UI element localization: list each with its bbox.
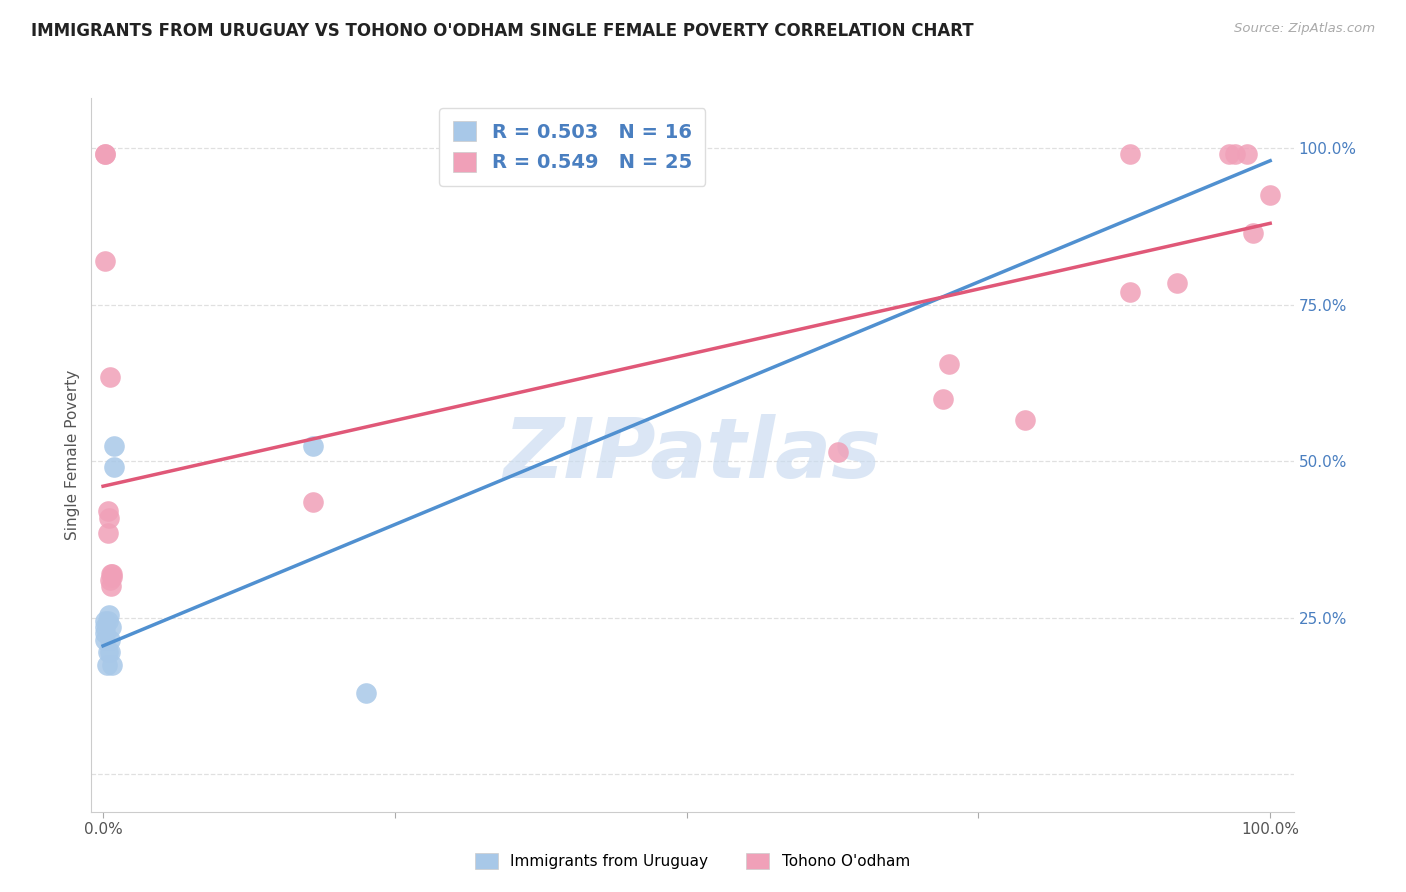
Text: IMMIGRANTS FROM URUGUAY VS TOHONO O'ODHAM SINGLE FEMALE POVERTY CORRELATION CHAR: IMMIGRANTS FROM URUGUAY VS TOHONO O'ODHA…	[31, 22, 973, 40]
Point	[98, 573, 121, 587]
Point	[94, 147, 117, 161]
Point	[1119, 147, 1142, 161]
Point	[101, 566, 124, 581]
Point	[1218, 147, 1240, 161]
Point	[101, 570, 124, 584]
Point	[97, 614, 120, 628]
Point	[96, 657, 118, 672]
Point	[932, 392, 955, 406]
Point	[97, 607, 120, 622]
Point	[354, 686, 377, 700]
Point	[98, 632, 121, 647]
Point	[302, 495, 325, 509]
Point	[97, 526, 120, 541]
Text: Source: ZipAtlas.com: Source: ZipAtlas.com	[1234, 22, 1375, 36]
Point	[103, 460, 125, 475]
Point	[827, 444, 849, 458]
Point	[101, 657, 124, 672]
Text: ZIPatlas: ZIPatlas	[503, 415, 882, 495]
Point	[97, 504, 120, 518]
Point	[97, 645, 120, 659]
Point	[1258, 188, 1281, 202]
Point	[97, 510, 120, 524]
Point	[98, 645, 121, 659]
Point	[100, 579, 122, 593]
Point	[94, 626, 117, 640]
Point	[1014, 413, 1036, 427]
Point	[1236, 147, 1258, 161]
Point	[1166, 276, 1188, 290]
Point	[1241, 226, 1264, 240]
Legend: Immigrants from Uruguay, Tohono O'odham: Immigrants from Uruguay, Tohono O'odham	[470, 847, 915, 875]
Point	[1223, 147, 1246, 161]
Point	[302, 438, 325, 452]
Point	[100, 620, 122, 634]
Point	[94, 614, 117, 628]
Point	[94, 632, 117, 647]
Y-axis label: Single Female Poverty: Single Female Poverty	[65, 370, 80, 540]
Point	[1119, 285, 1142, 300]
Point	[94, 147, 117, 161]
Point	[94, 253, 117, 268]
Point	[938, 357, 960, 371]
Point	[98, 369, 121, 384]
Point	[103, 438, 125, 452]
Point	[94, 620, 117, 634]
Point	[100, 566, 122, 581]
